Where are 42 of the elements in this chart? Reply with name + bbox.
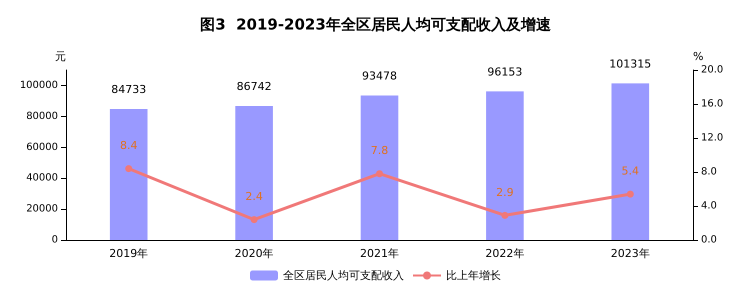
y2-tick-label: 16.0 [701,98,724,110]
data-label: 2.4 [245,190,263,204]
y-tick-label: 100000 [20,80,58,91]
legend-label: 比上年增长 [446,269,501,282]
y-tick-label: 60000 [26,142,58,153]
x-tick-label: 2019年 [109,247,148,260]
data-label: 93478 [362,70,397,83]
y-tick-label: 40000 [26,172,58,184]
y2-tick-label: 8.0 [701,166,717,178]
point [250,216,258,224]
bar [110,109,148,240]
y2-tick-label: 20.0 [701,64,724,76]
data-label: 8.4 [120,139,138,152]
point [626,190,634,198]
y-axis-title: 元 [55,50,66,63]
data-label: 86742 [236,80,272,93]
x-tick-label: 2020年 [234,247,274,260]
y2-tick-label: 12.0 [701,132,724,144]
y-tick-label: 0 [52,234,58,246]
y2-tick-label: 0.0 [701,234,717,246]
bar [611,83,650,240]
data-label: 96153 [487,65,522,78]
x-tick-label: 2022年 [485,247,524,260]
y-tick-label: 80000 [26,110,58,122]
y2-axis-title: % [693,50,704,63]
x-tick-label: 2021年 [360,247,399,260]
y2-tick-label: 4.0 [701,200,717,212]
data-label: 5.4 [622,164,640,178]
data-label: 101315 [609,57,652,70]
point [125,165,132,172]
point [376,170,383,178]
legend-label: 全区居民人均可支配收入 [283,269,404,282]
data-label: 7.8 [370,144,388,158]
y-tick-label: 20000 [26,204,58,215]
x-tick-label: 2023年 [610,247,650,260]
point [501,212,508,219]
bar [360,96,398,240]
data-label: 84733 [111,83,146,96]
bar [486,91,524,240]
bar [235,106,273,240]
chart-title: 图3 2019-2023年全区居民人均可支配收入及增速 [200,16,552,34]
data-label: 2.9 [496,186,514,199]
